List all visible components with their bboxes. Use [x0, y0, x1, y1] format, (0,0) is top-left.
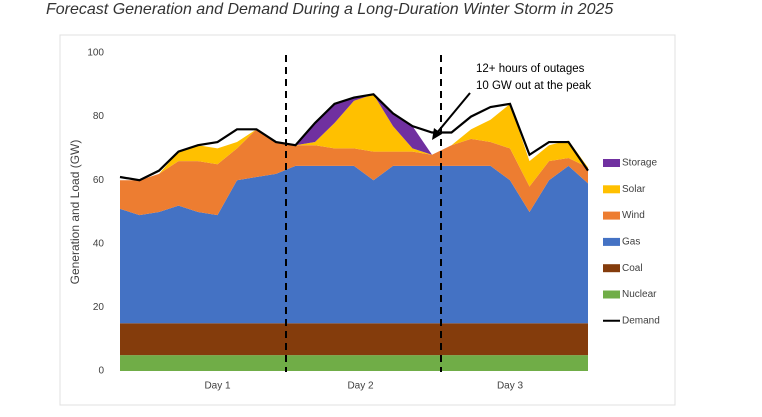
area-wind	[120, 129, 588, 216]
y-axis-label: Generation and Load (GW)	[68, 140, 82, 285]
legend-swatch	[603, 211, 620, 220]
annotation: 12+ hours of outages	[476, 63, 585, 75]
y-tick-label: 60	[93, 175, 105, 186]
legend-label: Nuclear	[622, 289, 657, 300]
demand-line	[119, 93, 589, 182]
area-nuclear	[120, 355, 588, 371]
legend-swatch	[603, 159, 620, 167]
legend-swatch	[603, 185, 620, 194]
x-tick-label: Day 2	[347, 381, 374, 392]
annotation: 10 GW out at the peak	[476, 80, 591, 92]
area-gas	[120, 165, 588, 324]
legend-label: Gas	[622, 237, 640, 248]
arrow-head	[432, 128, 442, 140]
legend-label: Coal	[622, 263, 643, 274]
legend-label: Solar	[622, 184, 646, 195]
area-coal	[120, 323, 588, 356]
y-tick-label: 80	[93, 111, 105, 122]
y-tick-label: 40	[93, 238, 105, 249]
x-tick-label: Day 3	[497, 381, 524, 392]
y-tick-label: 20	[93, 302, 105, 313]
chart-frame	[59, 34, 676, 406]
legend-swatch	[603, 237, 620, 246]
legend-swatch	[603, 264, 620, 273]
plot-area	[119, 93, 589, 371]
annotation-arrow	[435, 92, 471, 135]
y-tick-label: 100	[87, 48, 104, 59]
legend-swatch	[603, 290, 620, 299]
y-tick-label: 0	[98, 366, 104, 377]
legend-label: Wind	[622, 210, 645, 221]
x-tick-label: Day 1	[204, 381, 231, 392]
legend-label: Demand	[622, 315, 660, 326]
area-solar	[120, 94, 588, 187]
legend-label: Storage	[622, 158, 657, 169]
chart-title: Forecast Generation and Demand During a …	[46, 1, 613, 18]
